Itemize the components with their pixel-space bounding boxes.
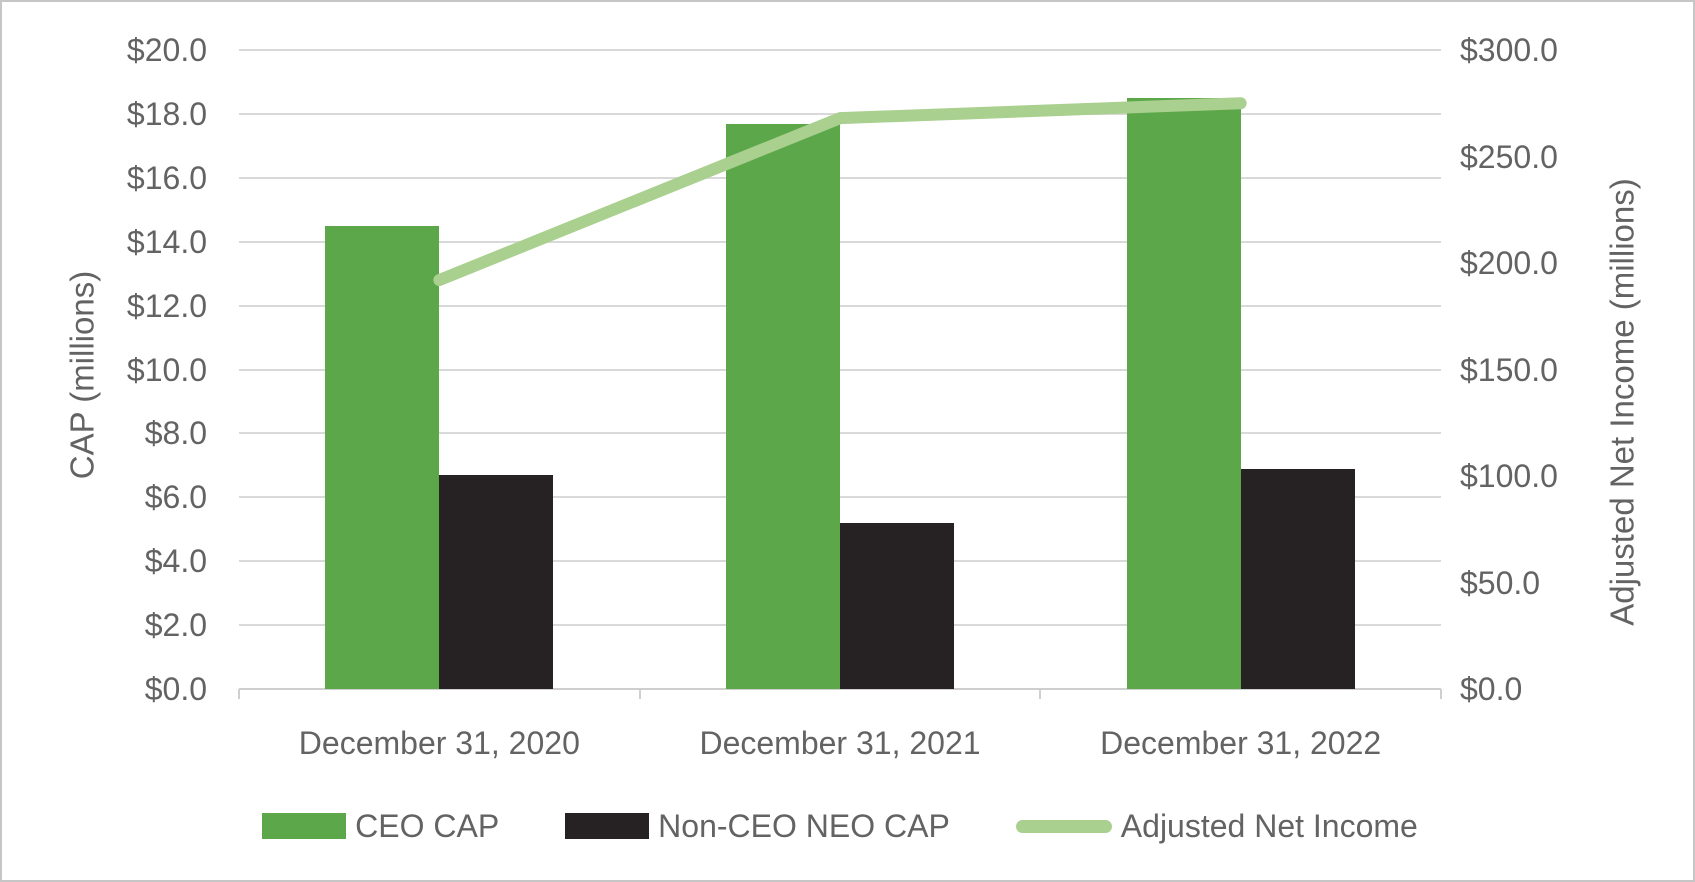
- bar-ceo-cap-december-31-2021: [726, 123, 840, 689]
- legend-label-adjusted-net-income: Adjusted Net Income: [1120, 807, 1418, 844]
- legend-label-ceo-cap: CEO CAP: [355, 807, 500, 844]
- bar-non-ceo-neo-cap-december-31-2021: [840, 522, 954, 689]
- x-axis-tick: [638, 689, 641, 699]
- left-axis-tick-label: $16.0: [126, 159, 207, 196]
- chart-legend: CEO CAP Non-CEO NEO CAP Adjusted Net Inc…: [239, 802, 1441, 850]
- plot-area: [238, 49, 1442, 699]
- x-axis-tick: [1440, 689, 1442, 699]
- right-axis-tick-label: $100.0: [1460, 458, 1558, 494]
- left-axis-tick-label: $8.0: [144, 415, 207, 452]
- ceo-cap-swatch-icon: [262, 813, 347, 839]
- gridline: [239, 368, 1441, 371]
- bar-non-ceo-neo-cap-december-31-2022: [1240, 468, 1355, 689]
- legend-item-non-ceo-neo-cap: Non-CEO NEO CAP: [565, 808, 950, 845]
- legend-label-non-ceo-neo-cap: Non-CEO NEO CAP: [658, 807, 950, 844]
- x-axis-category-label: December 31, 2021: [699, 725, 981, 761]
- x-axis-tick: [1039, 689, 1042, 699]
- left-axis-tick-label: $14.0: [126, 223, 207, 260]
- left-axis-tick-label: $0.0: [144, 671, 207, 707]
- gridline: [239, 49, 1441, 51]
- right-axis-tick-label: $200.0: [1460, 245, 1558, 281]
- right-axis-tick-label: $50.0: [1460, 564, 1541, 601]
- left-axis-tick-label: $12.0: [126, 287, 207, 324]
- gridline: [239, 304, 1441, 307]
- gridline: [239, 496, 1441, 499]
- adjusted-net-income-line-swatch-icon: [1015, 819, 1112, 833]
- legend-item-ceo-cap: CEO CAP: [262, 808, 499, 845]
- right-axis-tick-label: $0.0: [1460, 671, 1523, 707]
- x-axis-category-label: December 31, 2020: [298, 725, 580, 761]
- left-axis-tick-label: $4.0: [144, 543, 207, 580]
- gridline: [239, 432, 1441, 435]
- gridline: [239, 176, 1441, 179]
- line-path-adjusted-net-income: [433, 97, 1247, 287]
- bar-non-ceo-neo-cap-december-31-2020: [439, 474, 554, 689]
- right-axis-tick-label: $150.0: [1460, 351, 1558, 388]
- right-axis-tick-label: $300.0: [1460, 32, 1558, 68]
- left-axis-tick-label: $2.0: [144, 607, 207, 644]
- right-axis-tick-label: $250.0: [1460, 138, 1558, 175]
- left-axis-tick-label: $10.0: [126, 351, 207, 388]
- line-adjusted-net-income: [433, 97, 1247, 287]
- x-axis-tick: [238, 689, 240, 699]
- non-ceo-neo-cap-swatch-icon: [565, 813, 650, 839]
- bar-ceo-cap-december-31-2020: [325, 225, 440, 689]
- x-axis-category-label: December 31, 2022: [1100, 725, 1382, 761]
- gridline: [239, 240, 1441, 243]
- right-axis-title: Adjusted Net Income (millions): [1603, 178, 1641, 626]
- x-axis-line: [239, 688, 1441, 690]
- bar-ceo-cap-december-31-2022: [1126, 97, 1241, 689]
- left-axis-tick-label: $6.0: [144, 479, 207, 516]
- left-axis-tick-label: $18.0: [126, 95, 207, 132]
- legend-item-adjusted-net-income: Adjusted Net Income: [1015, 807, 1418, 845]
- left-axis-tick-label: $20.0: [126, 32, 207, 68]
